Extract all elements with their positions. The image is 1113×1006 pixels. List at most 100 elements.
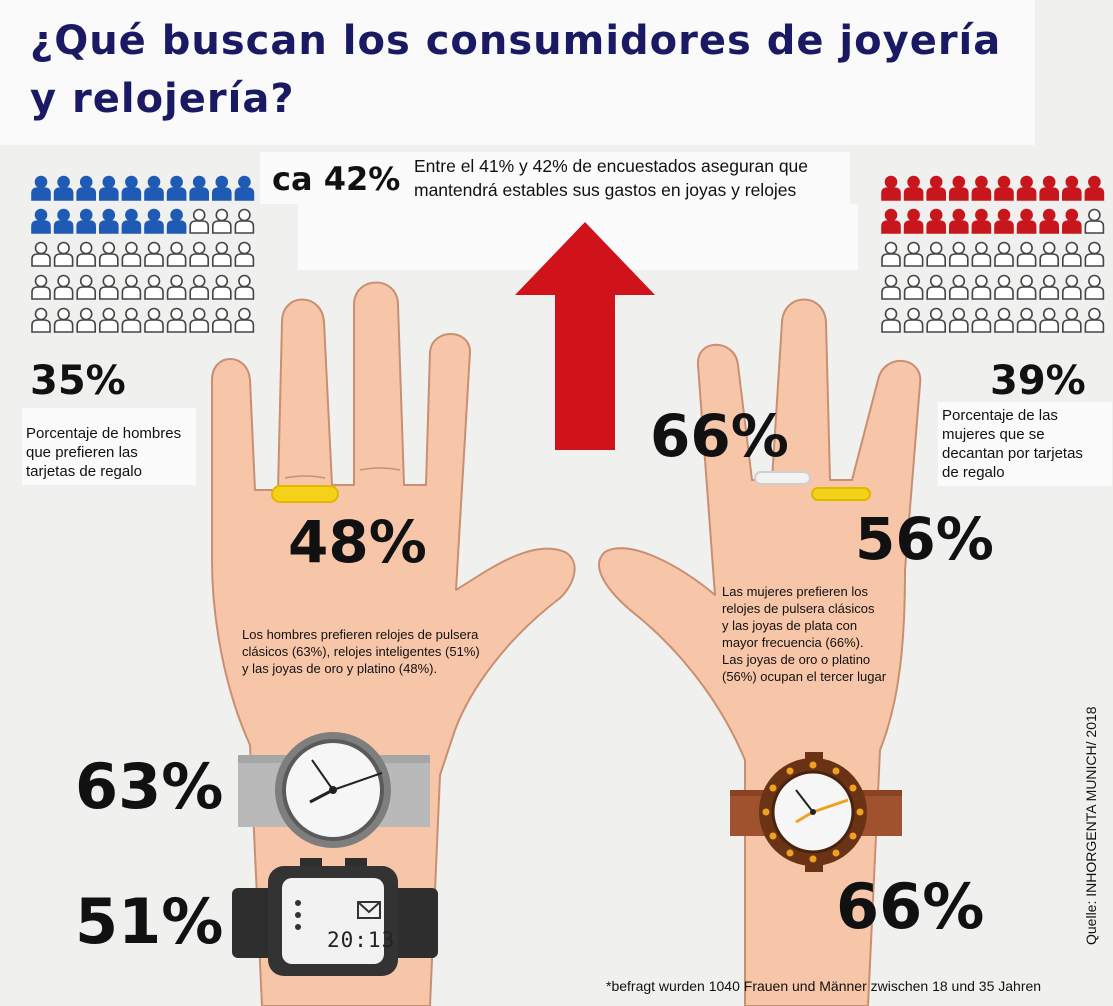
up-arrow-icon	[515, 222, 655, 450]
person-icon	[99, 241, 119, 267]
person-icon	[53, 208, 74, 234]
person-icon	[234, 274, 255, 300]
top-stat-text-line-2: mantendrá estables sus gastos en joyas y…	[414, 180, 797, 200]
person-icon	[1039, 175, 1059, 201]
person-icon	[994, 175, 1014, 201]
title-line-1: ¿Qué buscan los consumidores de joyería	[30, 18, 1002, 64]
person-icon	[189, 175, 209, 201]
smartwatch-icon	[232, 858, 438, 976]
person-icon	[971, 274, 992, 300]
source-note: Quelle: INHORGENTA MUNICH/ 2018	[1083, 706, 1099, 945]
classic-watch-icon	[238, 732, 430, 848]
person-icon	[99, 307, 119, 333]
person-icon	[949, 175, 969, 201]
person-icon	[881, 175, 901, 201]
person-icon	[166, 175, 187, 201]
person-icon	[1062, 307, 1082, 333]
person-icon	[212, 175, 232, 201]
person-icon	[1039, 274, 1059, 300]
women-gold-platinum-pct: 56%	[855, 505, 994, 573]
person-icon	[926, 175, 946, 201]
person-icon	[76, 241, 96, 267]
person-icon	[926, 208, 946, 234]
person-icon	[189, 307, 209, 333]
person-icon	[166, 208, 187, 234]
men-people-grid	[31, 175, 255, 333]
person-icon	[234, 175, 255, 201]
person-icon	[971, 208, 992, 234]
person-icon	[1062, 274, 1082, 300]
person-icon	[234, 307, 255, 333]
footnote: *befragt wurden 1040 Frauen und Männer z…	[606, 978, 1042, 994]
person-icon	[903, 274, 924, 300]
person-icon	[166, 307, 187, 333]
person-icon	[1084, 241, 1105, 267]
person-icon	[994, 208, 1014, 234]
person-icon	[53, 274, 74, 300]
person-icon	[234, 241, 255, 267]
person-icon	[903, 175, 924, 201]
person-icon	[189, 208, 209, 234]
person-icon	[903, 307, 924, 333]
person-icon	[881, 208, 901, 234]
person-icon	[121, 307, 142, 333]
person-icon	[121, 274, 142, 300]
person-icon	[31, 241, 51, 267]
person-icon	[76, 175, 96, 201]
person-icon	[949, 241, 969, 267]
person-icon	[121, 241, 142, 267]
person-icon	[881, 241, 901, 267]
women-description: Las mujeres prefieren los relojes de pul…	[722, 584, 887, 684]
person-icon	[1062, 241, 1082, 267]
women-people-grid	[881, 175, 1105, 333]
person-icon	[144, 208, 164, 234]
person-icon	[53, 307, 74, 333]
person-icon	[212, 241, 232, 267]
person-icon	[903, 241, 924, 267]
person-icon	[144, 307, 164, 333]
person-icon	[994, 274, 1014, 300]
person-icon	[926, 241, 946, 267]
person-icon	[1039, 307, 1059, 333]
top-stat-value: ca 42%	[272, 160, 401, 198]
person-icon	[121, 208, 142, 234]
left-hand-lines	[284, 467, 401, 479]
person-icon	[166, 241, 187, 267]
women-silver-pct: 66%	[650, 402, 789, 470]
top-stat-text-line-1: Entre el 41% y 42% de encuestados asegur…	[414, 156, 809, 176]
person-icon	[189, 274, 209, 300]
person-icon	[926, 274, 946, 300]
person-icon	[212, 274, 232, 300]
women-gift-card-pct: 39%	[990, 358, 1086, 404]
top-stat-text: Entre el 41% y 42% de encuestados asegur…	[414, 154, 808, 202]
title-line-2: y relojería?	[30, 76, 295, 122]
person-icon	[949, 208, 969, 234]
person-icon	[53, 175, 74, 201]
person-icon	[1039, 241, 1059, 267]
silver-ring-icon	[754, 471, 811, 485]
women-watch-icon	[730, 752, 902, 872]
title-background	[0, 0, 1035, 145]
person-icon	[144, 274, 164, 300]
person-icon	[189, 241, 209, 267]
smartwatch-time: 20:13	[327, 928, 396, 952]
person-icon	[1084, 274, 1105, 300]
person-icon	[99, 274, 119, 300]
person-icon	[144, 175, 164, 201]
person-icon	[144, 241, 164, 267]
men-description: Los hombres prefieren relojes de pulsera…	[242, 627, 480, 676]
women-classic-watch-pct: 66%	[836, 870, 985, 943]
person-icon	[1016, 274, 1037, 300]
person-icon	[121, 175, 142, 201]
person-icon	[949, 274, 969, 300]
person-icon	[212, 307, 232, 333]
gold-ring-icon-women	[811, 487, 871, 501]
person-icon	[234, 208, 255, 234]
person-icon	[971, 241, 992, 267]
men-gold-platinum-pct: 48%	[288, 508, 427, 576]
person-icon	[881, 307, 901, 333]
person-icon	[1039, 208, 1059, 234]
men-gift-card-text: Porcentaje de hombres que prefieren las …	[22, 408, 196, 485]
